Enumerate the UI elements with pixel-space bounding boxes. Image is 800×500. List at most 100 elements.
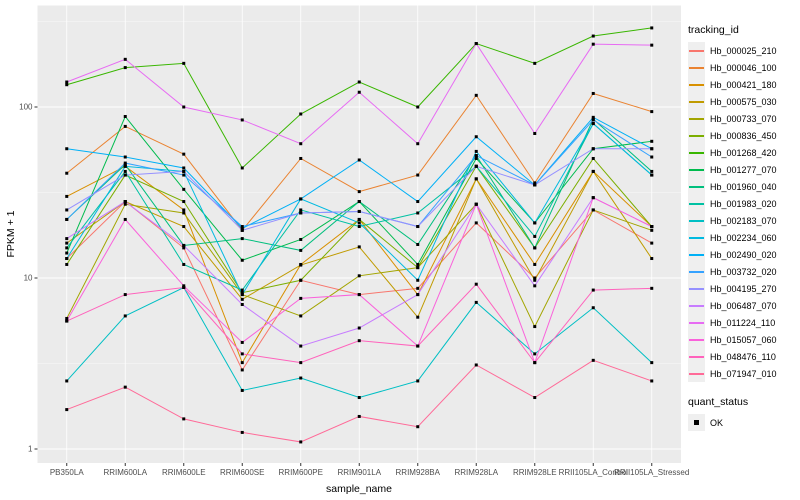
data-point bbox=[416, 173, 420, 177]
legend-key bbox=[688, 195, 705, 212]
y-tick-label: 10 bbox=[24, 274, 33, 283]
legend-key bbox=[688, 93, 705, 110]
legend-key bbox=[688, 127, 705, 144]
data-point bbox=[299, 361, 303, 365]
data-point bbox=[650, 361, 654, 365]
legend-key-line-icon bbox=[689, 100, 704, 103]
data-point bbox=[474, 156, 478, 160]
data-point bbox=[65, 246, 69, 250]
data-point bbox=[123, 169, 127, 173]
data-point bbox=[591, 358, 595, 362]
data-point bbox=[65, 194, 69, 198]
data-point bbox=[357, 158, 361, 162]
data-point bbox=[474, 177, 478, 181]
data-point bbox=[65, 316, 69, 320]
data-point bbox=[240, 225, 244, 229]
legend-label: Hb_001277_070 bbox=[710, 164, 777, 175]
data-point bbox=[65, 379, 69, 383]
legend-key-line-icon bbox=[689, 66, 704, 69]
legend-item-Hb_071947_010: Hb_071947_010 bbox=[688, 365, 800, 382]
data-point bbox=[182, 166, 186, 170]
legend-item-Hb_000025_210: Hb_000025_210 bbox=[688, 42, 800, 59]
legend-key-line-icon bbox=[689, 83, 704, 86]
legend-key-line-icon bbox=[689, 304, 704, 307]
legend-key-line-icon bbox=[689, 117, 704, 120]
x-tick-label: RRIM600LE bbox=[162, 468, 206, 477]
data-point bbox=[182, 243, 186, 247]
data-point bbox=[416, 344, 420, 348]
legend-item-Hb_002234_060: Hb_002234_060 bbox=[688, 229, 800, 246]
data-point bbox=[65, 208, 69, 212]
data-point bbox=[123, 114, 127, 118]
data-point bbox=[533, 61, 537, 65]
legend-key bbox=[688, 365, 705, 382]
data-point bbox=[591, 169, 595, 173]
data-point bbox=[357, 200, 361, 204]
data-point bbox=[474, 135, 478, 139]
data-point bbox=[650, 110, 654, 114]
data-point bbox=[533, 131, 537, 135]
legend-key bbox=[688, 246, 705, 263]
data-point bbox=[474, 202, 478, 206]
legend-key bbox=[688, 42, 705, 59]
data-point bbox=[650, 147, 654, 151]
x-tick-label: RRIM901LA bbox=[337, 468, 381, 477]
data-point bbox=[416, 315, 420, 319]
legend-item-ok: OK bbox=[688, 414, 800, 431]
legend-key-ok bbox=[688, 414, 705, 431]
data-point bbox=[357, 221, 361, 225]
data-point bbox=[240, 352, 244, 356]
legend-label: Hb_000046_100 bbox=[710, 62, 777, 73]
data-point bbox=[474, 282, 478, 286]
data-point bbox=[591, 34, 595, 38]
data-point bbox=[650, 169, 654, 173]
legend-label: Hb_006487_070 bbox=[710, 300, 777, 311]
legend-key-line-icon bbox=[689, 321, 704, 324]
data-point bbox=[182, 208, 186, 212]
data-point bbox=[299, 156, 303, 160]
data-point bbox=[182, 246, 186, 250]
data-point bbox=[533, 181, 537, 185]
x-tick-label: RRIM600PE bbox=[279, 468, 323, 477]
legend-key bbox=[688, 110, 705, 127]
data-point bbox=[357, 396, 361, 400]
legend-entries: Hb_000025_210 Hb_000046_100 Hb_000421_180 H… bbox=[688, 42, 800, 382]
data-point bbox=[182, 211, 186, 215]
legend-key bbox=[688, 331, 705, 348]
data-point bbox=[299, 112, 303, 116]
data-point bbox=[240, 430, 244, 434]
data-point bbox=[357, 414, 361, 418]
data-point bbox=[357, 190, 361, 194]
data-point bbox=[182, 200, 186, 204]
data-point bbox=[650, 379, 654, 383]
data-point bbox=[123, 124, 127, 128]
data-point bbox=[416, 225, 420, 229]
legend-key bbox=[688, 314, 705, 331]
x-tick-label: PB350LA bbox=[50, 468, 84, 477]
data-point bbox=[299, 263, 303, 267]
data-point bbox=[474, 164, 478, 168]
data-point bbox=[357, 293, 361, 297]
legend-label: Hb_001983_020 bbox=[710, 198, 777, 209]
y-tick-label: 1 bbox=[28, 445, 33, 454]
legend-label: Hb_003732_020 bbox=[710, 266, 777, 277]
data-point bbox=[357, 80, 361, 84]
legend-label: Hb_015057_060 bbox=[710, 334, 777, 345]
legend-item-Hb_001983_020: Hb_001983_020 bbox=[688, 195, 800, 212]
legend-key bbox=[688, 348, 705, 365]
data-point bbox=[182, 187, 186, 191]
data-point bbox=[299, 237, 303, 241]
data-point bbox=[240, 118, 244, 122]
legend-item-Hb_001268_420: Hb_001268_420 bbox=[688, 144, 800, 161]
data-point bbox=[65, 257, 69, 261]
legend-item-Hb_011224_110: Hb_011224_110 bbox=[688, 314, 800, 331]
legend-label: Hb_001960_040 bbox=[710, 181, 777, 192]
data-point bbox=[299, 278, 303, 282]
data-point bbox=[182, 225, 186, 229]
data-point bbox=[416, 286, 420, 290]
data-point bbox=[123, 217, 127, 221]
y-axis-title: FPKM + 1 bbox=[5, 210, 17, 258]
data-point bbox=[123, 173, 127, 177]
data-point bbox=[182, 169, 186, 173]
